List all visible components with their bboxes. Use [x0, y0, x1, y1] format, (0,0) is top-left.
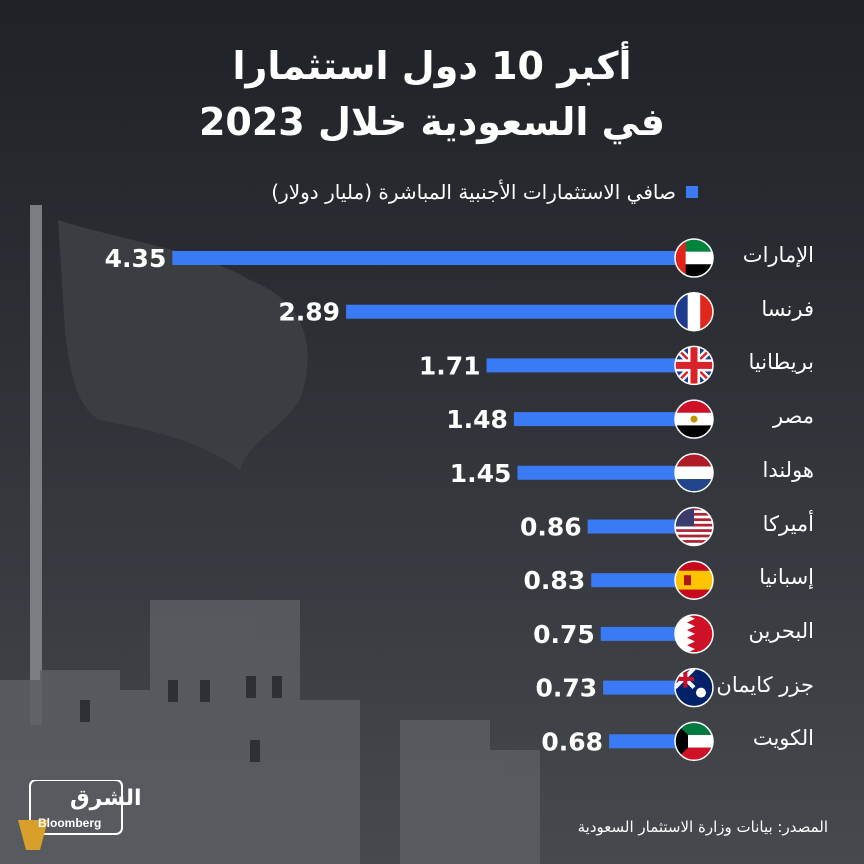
- uk-flag-icon: [674, 345, 714, 386]
- value-label-3: 1.71: [419, 351, 481, 380]
- uae-flag-icon: [674, 238, 714, 278]
- value-label-6: 0.86: [520, 513, 582, 542]
- netherlands-flag-icon: [674, 453, 714, 493]
- legend-label: صافي الاستثمارات الأجنبية المباشرة (مليا…: [271, 180, 676, 204]
- bar-6: [587, 519, 690, 534]
- saudi-flag-shape: [58, 220, 308, 470]
- bar-2: [346, 304, 690, 319]
- kuwait-flag-icon: [674, 721, 714, 762]
- value-label-4: 1.48: [446, 405, 508, 434]
- value-label-2: 2.89: [278, 298, 340, 327]
- bar-8: [600, 626, 690, 641]
- asharq-logo: الشرق Bloomberg: [8, 780, 142, 856]
- logo-sub-text: Bloomberg: [38, 816, 102, 830]
- bar-3: [486, 358, 690, 373]
- country-label-8: البحرين: [748, 618, 814, 643]
- bar-4: [513, 412, 690, 427]
- spain-flag-icon: [674, 560, 714, 600]
- value-label-9: 0.73: [535, 674, 597, 703]
- windows: [80, 676, 282, 762]
- value-label-10: 0.68: [541, 727, 603, 756]
- value-label-8: 0.75: [533, 620, 595, 649]
- value-label-7: 0.83: [524, 566, 586, 595]
- bahrain-flag-icon: [674, 614, 714, 654]
- value-label-1: 4.35: [105, 244, 167, 273]
- bar-1: [172, 251, 691, 265]
- logo-main-text: الشرق: [70, 786, 142, 811]
- bar-7: [591, 573, 690, 588]
- bar-5: [517, 465, 690, 480]
- country-label-1: الإمارات: [742, 243, 814, 267]
- bar-9: [603, 680, 690, 695]
- value-label-5: 1.45: [450, 459, 512, 488]
- france-flag-icon: [674, 291, 714, 332]
- country-label-6: أميركا: [762, 511, 814, 536]
- flagpole: [30, 205, 42, 725]
- country-label-3: بريطانيا: [748, 350, 814, 375]
- country-label-2: فرنسا: [761, 296, 814, 321]
- egypt-flag-icon: [674, 399, 714, 439]
- usa-flag-icon: [674, 506, 714, 547]
- country-label-9: جزر كايمان: [716, 672, 814, 697]
- legend-swatch: [686, 186, 698, 198]
- chart-title-line-1: أكبر 10 دول استثمارا: [232, 44, 632, 88]
- cayman-flag-icon: [674, 667, 714, 708]
- country-label-4: مصر: [772, 404, 814, 429]
- country-label-10: الكويت: [752, 726, 814, 751]
- country-label-7: إسبانيا: [759, 565, 814, 590]
- source-note: المصدر: بيانات وزارة الاستثمار السعودية: [577, 818, 828, 836]
- bar-10: [609, 734, 690, 749]
- legend: صافي الاستثمارات الأجنبية المباشرة (مليا…: [271, 178, 698, 206]
- chart-title-line-2: في السعودية خلال 2023: [198, 100, 666, 144]
- country-label-5: هولندا: [762, 457, 814, 482]
